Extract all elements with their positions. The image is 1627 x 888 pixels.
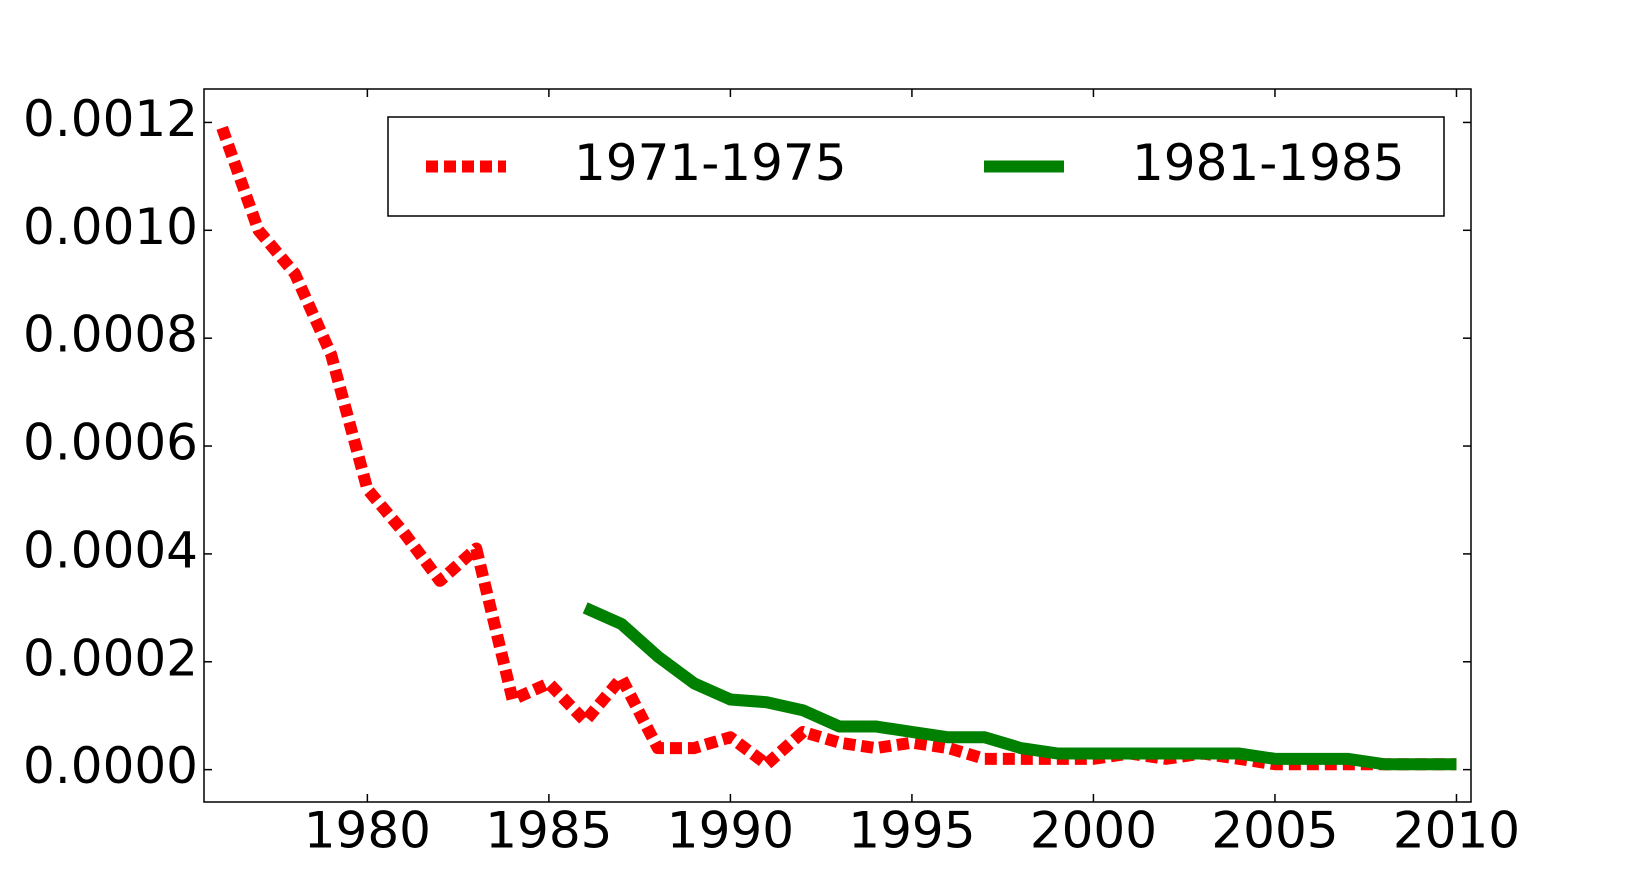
series-line — [582, 602, 1457, 771]
x-tick-label: 1985 — [485, 802, 612, 860]
legend-label: 1971-1975 — [574, 134, 847, 192]
x-tick-label: 2000 — [1030, 802, 1157, 860]
x-tick-label: 1990 — [667, 802, 794, 860]
x-tick-label: 1980 — [304, 802, 431, 860]
y-tick-label: 0.0012 — [23, 90, 198, 148]
y-tick-label: 0.0008 — [23, 306, 198, 364]
y-tick-label: 0.0010 — [23, 198, 198, 256]
legend-label: 1981-1985 — [1132, 134, 1405, 192]
series-line — [216, 125, 1457, 771]
y-tick-label: 0.0004 — [23, 521, 198, 579]
x-tick-label: 2010 — [1393, 802, 1520, 860]
legend-box — [387, 116, 1445, 217]
x-tick-label: 2005 — [1211, 802, 1338, 860]
y-tick-label: 0.0000 — [23, 737, 198, 795]
y-tick-label: 0.0006 — [23, 414, 198, 472]
x-tick-label: 1995 — [848, 802, 975, 860]
y-tick-label: 0.0002 — [23, 629, 198, 687]
